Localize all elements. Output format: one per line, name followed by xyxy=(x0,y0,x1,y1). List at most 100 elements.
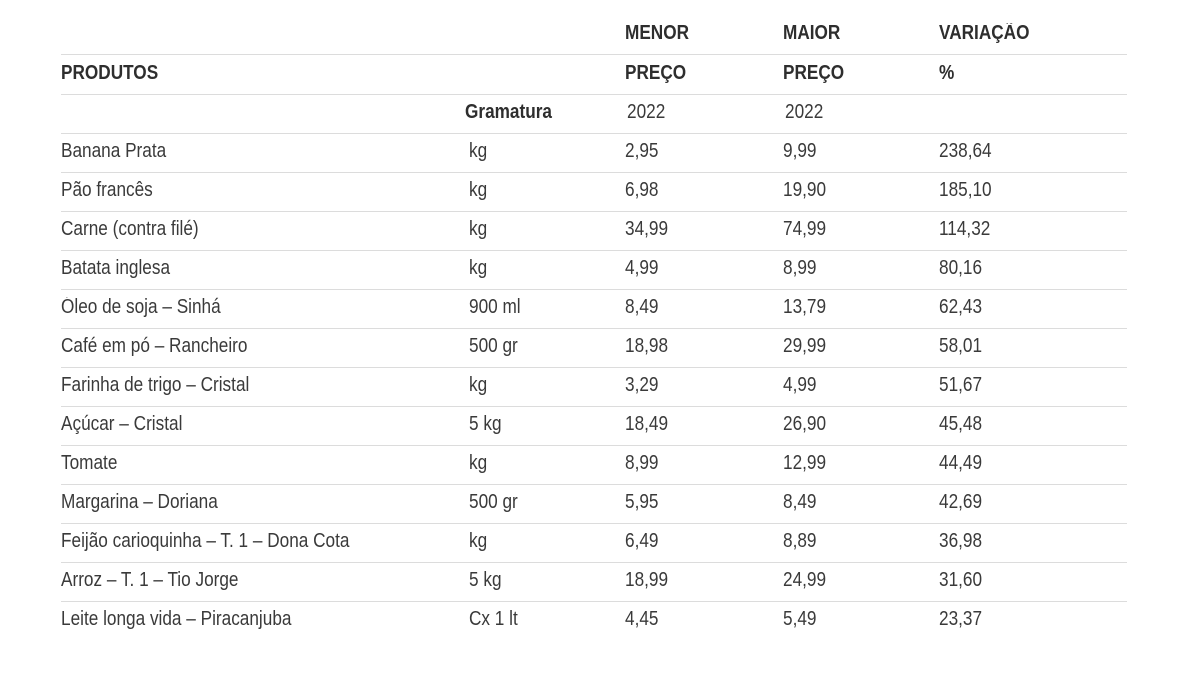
table-row: Pão francês kg 6,98 19,90 185,10 xyxy=(61,173,1127,212)
min-price: 2,95 xyxy=(625,141,659,161)
table-row: Banana Prata kg 2,95 9,99 238,64 xyxy=(61,134,1127,173)
header-min-year-cell: 2022 xyxy=(621,102,785,126)
grammage-cell: kg xyxy=(469,375,625,399)
max-price: 9,99 xyxy=(783,141,817,161)
product-name-cell: Banana Prata xyxy=(61,141,469,165)
product-name: Óleo de soja – Sinhá xyxy=(61,297,221,317)
variation-percent: 80,16 xyxy=(939,258,983,278)
header-variation-cell: % xyxy=(939,63,1127,87)
product-name-cell: Farinha de trigo – Cristal xyxy=(61,375,469,399)
max-price: 74,99 xyxy=(783,219,827,239)
max-price-cell: 8,99 xyxy=(783,258,939,282)
min-price: 4,45 xyxy=(625,609,659,629)
max-price-cell: 26,90 xyxy=(783,414,939,438)
min-price: 3,29 xyxy=(625,375,659,395)
max-price: 29,99 xyxy=(783,336,827,356)
product-name: Feijão carioquinha – T. 1 – Dona Cota xyxy=(61,531,350,551)
grammage: 500 gr xyxy=(469,336,518,356)
grammage: Cx 1 lt xyxy=(469,609,518,629)
variation-percent-cell: 51,67 xyxy=(939,375,1127,399)
variation-percent-cell: 80,16 xyxy=(939,258,1127,282)
max-price: 12,99 xyxy=(783,453,827,473)
min-price: 8,49 xyxy=(625,297,659,317)
max-price-cell: 4,99 xyxy=(783,375,939,399)
product-name-cell: Batata inglesa xyxy=(61,258,469,282)
min-price: 5,95 xyxy=(625,492,659,512)
max-price: 5,49 xyxy=(783,609,817,629)
variation-percent-cell: 58,01 xyxy=(939,336,1127,360)
header-max-price-line2: PREÇO xyxy=(783,62,845,83)
max-price: 8,89 xyxy=(783,531,817,551)
min-price-cell: 18,49 xyxy=(625,414,783,438)
max-price: 24,99 xyxy=(783,570,827,590)
table-row: Café em pó – Rancheiro 500 gr 18,98 29,99 58… xyxy=(61,329,1127,368)
max-price-cell: 24,99 xyxy=(783,570,939,594)
variation-percent: 36,98 xyxy=(939,531,983,551)
table-row: Batata inglesa kg 4,99 8,99 80,16 xyxy=(61,251,1127,290)
product-name: Leite longa vida – Piracanjuba xyxy=(61,609,292,629)
max-price: 13,79 xyxy=(783,297,827,317)
variation-percent-cell: 42,69 xyxy=(939,492,1127,516)
grammage-cell: kg xyxy=(469,258,625,282)
min-price: 6,49 xyxy=(625,531,659,551)
grammage-cell: 900 ml xyxy=(469,297,625,321)
grammage: kg xyxy=(469,453,488,473)
variation-percent: 51,67 xyxy=(939,375,983,395)
table-row: Óleo de soja – Sinhá 900 ml 8,49 13,79 62,43 xyxy=(61,290,1127,329)
product-name: Banana Prata xyxy=(61,141,167,161)
variation-percent-cell: 31,60 xyxy=(939,570,1127,594)
header-max-price-line1: MAIOR xyxy=(783,23,841,43)
min-price: 34,99 xyxy=(625,219,669,239)
grammage-cell: 500 gr xyxy=(469,336,625,360)
grammage: kg xyxy=(469,219,488,239)
min-price: 8,99 xyxy=(625,453,659,473)
max-price-cell: 12,99 xyxy=(783,453,939,477)
variation-percent: 114,32 xyxy=(939,219,991,239)
header-min-price-cell: PREÇO xyxy=(625,63,783,87)
product-name: Café em pó – Rancheiro xyxy=(61,336,248,356)
min-price-cell: 5,95 xyxy=(625,492,783,516)
table-row: Farinha de trigo – Cristal kg 3,29 4,99 51,6… xyxy=(61,368,1127,407)
header-row-1: MENOR MAIOR VARIAÇÃO xyxy=(61,16,1127,55)
variation-percent-cell: 45,48 xyxy=(939,414,1127,438)
variation-percent: 23,37 xyxy=(939,609,983,629)
min-price-cell: 18,99 xyxy=(625,570,783,594)
product-name-cell: Arroz – T. 1 – Tio Jorge xyxy=(61,570,469,594)
max-price: 4,99 xyxy=(783,375,817,395)
table-row: Arroz – T. 1 – Tio Jorge 5 kg 18,99 24,99 31… xyxy=(61,563,1127,602)
grammage-cell: kg xyxy=(469,180,625,204)
product-name: Farinha de trigo – Cristal xyxy=(61,375,250,395)
min-price-cell: 18,98 xyxy=(625,336,783,360)
product-name: Margarina – Doriana xyxy=(61,492,218,512)
table-row: Margarina – Doriana 500 gr 5,95 8,49 42,69 xyxy=(61,485,1127,524)
product-name: Açúcar – Cristal xyxy=(61,414,183,434)
variation-percent-cell: 238,64 xyxy=(939,141,1127,165)
product-name-cell: Café em pó – Rancheiro xyxy=(61,336,469,360)
product-name: Carne (contra filé) xyxy=(61,219,199,239)
header-variation-line1: VARIAÇÃO xyxy=(939,23,1030,43)
variation-percent-cell: 23,37 xyxy=(939,609,1127,633)
min-price-cell: 6,49 xyxy=(625,531,783,555)
header-max-year-cell: 2022 xyxy=(785,102,941,126)
grammage: kg xyxy=(469,258,488,278)
header-min-price-cell: MENOR xyxy=(625,23,783,47)
header-max-price-cell: MAIOR xyxy=(783,23,939,47)
max-price-cell: 19,90 xyxy=(783,180,939,204)
table-row: Tomate kg 8,99 12,99 44,49 xyxy=(61,446,1127,485)
variation-percent: 45,48 xyxy=(939,414,983,434)
header-products-cell: PRODUTOS xyxy=(61,63,469,87)
grammage-cell: Cx 1 lt xyxy=(469,609,625,633)
product-name-cell: Carne (contra filé) xyxy=(61,219,469,243)
grammage: 5 kg xyxy=(469,570,502,590)
product-name-cell: Leite longa vida – Piracanjuba xyxy=(61,609,469,633)
variation-percent: 31,60 xyxy=(939,570,983,590)
product-name: Arroz – T. 1 – Tio Jorge xyxy=(61,570,239,590)
header-min-year: 2022 xyxy=(626,102,666,122)
variation-percent: 58,01 xyxy=(939,336,983,356)
variation-percent-cell: 44,49 xyxy=(939,453,1127,477)
min-price-cell: 2,95 xyxy=(625,141,783,165)
variation-percent: 44,49 xyxy=(939,453,983,473)
product-name-cell: Açúcar – Cristal xyxy=(61,414,469,438)
grammage-cell: kg xyxy=(469,141,625,165)
min-price-cell: 8,49 xyxy=(625,297,783,321)
